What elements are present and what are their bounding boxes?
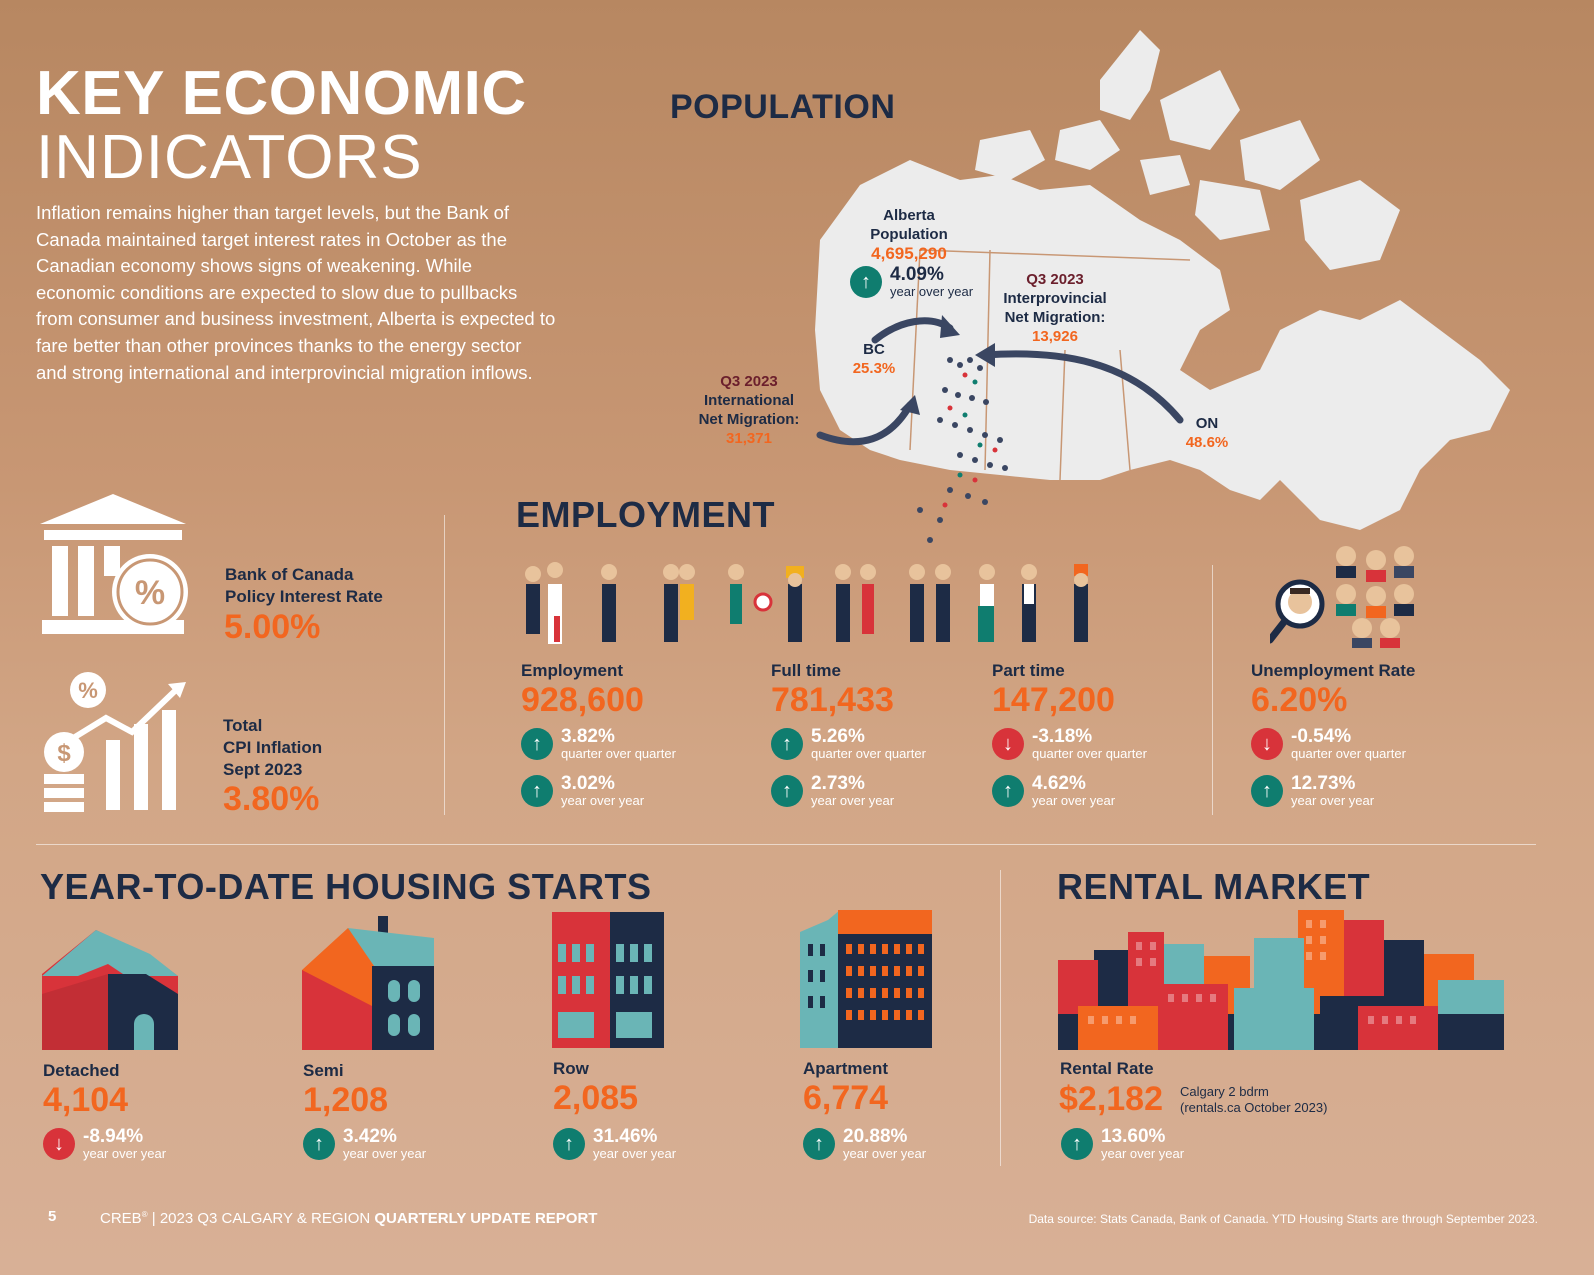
population-heading: POPULATION	[670, 88, 896, 126]
arrow-up-icon: ↑	[771, 775, 803, 807]
divider	[1212, 565, 1213, 815]
arrow-up-icon: ↑	[303, 1128, 335, 1160]
apartment-value: 6,774	[803, 1079, 889, 1117]
arrow-up-icon: ↑	[992, 775, 1024, 807]
rental-rate-label: Rental Rate	[1060, 1059, 1154, 1078]
international-migration-label: Q3 2023 International Net Migration: 31,…	[698, 373, 800, 447]
page-title-line1: KEY ECONOMIC	[36, 59, 527, 128]
rental-rate-note: Calgary 2 bdrm (rentals.ca October 2023)	[1180, 1084, 1328, 1115]
semi-change: ↑ 3.42% year over year	[303, 1127, 426, 1161]
arrow-up-icon: ↑	[1251, 775, 1283, 807]
bc-share-label: BC 25.3%	[852, 341, 896, 377]
detached-label: Detached	[43, 1061, 120, 1080]
full-time-label: Full time	[771, 661, 841, 680]
part-time-value: 147,200	[992, 681, 1115, 719]
detached-value: 4,104	[43, 1081, 129, 1119]
arrow-up-icon: ↑	[553, 1128, 585, 1160]
employment-label: Employment	[521, 661, 624, 680]
page-number: 5	[48, 1208, 57, 1225]
divider	[444, 515, 445, 815]
cpi-chart-icon: % $	[44, 672, 186, 812]
housing-heading: YEAR-TO-DATE HOUSING STARTS	[40, 866, 652, 907]
job-search-icon	[1270, 546, 1414, 648]
arrow-down-icon: ↓	[992, 728, 1024, 760]
workers-icon	[525, 562, 1088, 644]
policy-rate-label: Bank of Canada Policy Interest Rate	[225, 565, 383, 606]
divider	[36, 844, 1536, 845]
detached-change: ↓ -8.94% year over year	[43, 1127, 166, 1161]
row-value: 2,085	[553, 1079, 639, 1117]
full-time-block: Full time 781,433 ↑ 5.26% quarter over qu…	[771, 660, 926, 808]
arrow-up-icon: ↑	[803, 1128, 835, 1160]
semi-house-icon	[302, 916, 434, 1050]
cpi-value: 3.80%	[223, 780, 320, 818]
detached-block: Detached 4,104 ↓ -8.94% year over year	[43, 1060, 166, 1161]
arrow-up-icon: ↑	[850, 266, 882, 298]
unemployment-value: 6.20%	[1251, 681, 1348, 719]
alberta-population-label: Alberta Population	[870, 207, 948, 243]
detached-house-icon	[42, 930, 178, 1050]
intro-paragraph: Inflation remains higher than target lev…	[36, 202, 556, 383]
row-change: ↑ 31.46% year over year	[553, 1127, 676, 1161]
full-time-qoq: ↑ 5.26% quarter over quarter	[771, 727, 926, 761]
canada-map-icon	[815, 30, 1510, 543]
row-house-icon	[552, 912, 664, 1048]
arrow-up-icon: ↑	[1061, 1128, 1093, 1160]
unemployment-block: Unemployment Rate 6.20% ↓ -0.54% quarter …	[1251, 660, 1415, 808]
semi-value: 1,208	[303, 1081, 389, 1119]
svg-text:%: %	[135, 574, 165, 612]
employment-total-block: Employment 928,600 ↑ 3.82% quarter over q…	[521, 660, 676, 808]
rental-change: ↑ 13.60% year over year	[1061, 1127, 1184, 1161]
apartment-label: Apartment	[803, 1059, 889, 1078]
alberta-population-change: ↑ 4.09% year over year	[850, 265, 973, 299]
unemployment-yoy: ↑ 12.73% year over year	[1251, 774, 1415, 808]
on-share-label: ON 48.6%	[1185, 415, 1229, 451]
page-title-line2: INDICATORS	[36, 123, 423, 192]
interprovincial-migration-label: Q3 2023 Interprovincial Net Migration: 1…	[1003, 271, 1107, 345]
bank-building-icon: %	[40, 494, 188, 634]
city-skyline-icon	[1058, 910, 1504, 1050]
unemployment-qoq: ↓ -0.54% quarter over quarter	[1251, 727, 1415, 761]
part-time-block: Part time 147,200 ↓ -3.18% quarter over q…	[992, 660, 1147, 808]
svg-text:%: %	[78, 678, 98, 703]
rental-rate-value: $2,182	[1059, 1080, 1163, 1118]
semi-label: Semi	[303, 1061, 344, 1080]
report-title: CREB® | 2023 Q3 CALGARY & REGION QUARTER…	[100, 1210, 598, 1227]
full-time-value: 781,433	[771, 681, 894, 719]
data-source-note: Data source: Stats Canada, Bank of Canad…	[1028, 1212, 1538, 1226]
arrow-up-icon: ↑	[771, 728, 803, 760]
unemployment-label: Unemployment Rate	[1251, 661, 1416, 680]
apartment-change: ↑ 20.88% year over year	[803, 1127, 926, 1161]
employment-yoy: ↑ 3.02% year over year	[521, 774, 676, 808]
part-time-qoq: ↓ -3.18% quarter over quarter	[992, 727, 1147, 761]
part-time-label: Part time	[992, 661, 1065, 680]
employment-qoq: ↑ 3.82% quarter over quarter	[521, 727, 676, 761]
alberta-population-value: 4,695,290	[871, 244, 947, 263]
policy-rate-value: 5.00%	[224, 608, 321, 646]
part-time-yoy: ↑ 4.62% year over year	[992, 774, 1147, 808]
arrow-up-icon: ↑	[521, 728, 553, 760]
employment-heading: EMPLOYMENT	[516, 494, 776, 535]
divider	[1000, 870, 1001, 1166]
employment-value: 928,600	[521, 681, 644, 719]
cpi-label: Total CPI Inflation Sept 2023	[223, 716, 323, 779]
apartment-building-icon	[800, 910, 932, 1048]
svg-text:$: $	[57, 740, 71, 767]
row-label: Row	[553, 1059, 589, 1078]
arrow-down-icon: ↓	[43, 1128, 75, 1160]
apartment-block: Apartment 6,774 ↑ 20.88% year over year	[803, 1058, 926, 1161]
semi-block: Semi 1,208 ↑ 3.42% year over year	[303, 1060, 426, 1161]
arrow-up-icon: ↑	[521, 775, 553, 807]
full-time-yoy: ↑ 2.73% year over year	[771, 774, 926, 808]
arrow-down-icon: ↓	[1251, 728, 1283, 760]
rental-heading: RENTAL MARKET	[1057, 866, 1371, 907]
row-block: Row 2,085 ↑ 31.46% year over year	[553, 1058, 676, 1161]
